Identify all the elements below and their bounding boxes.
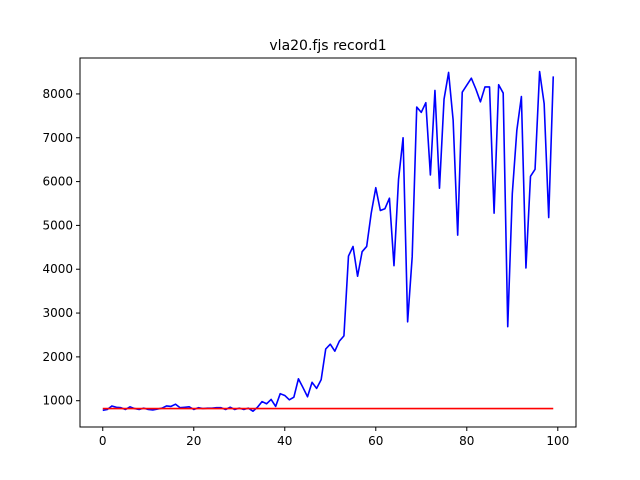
- y-tick-label: 3000: [42, 306, 73, 320]
- series-layer: [102, 70, 555, 413]
- y-tick-label: 2000: [42, 350, 73, 364]
- series-line-0: [102, 70, 555, 413]
- y-tick-label: 6000: [42, 175, 73, 189]
- x-tick-label: 0: [99, 434, 107, 448]
- x-tick-label: 100: [546, 434, 569, 448]
- y-axis: 1000 2000 3000 4000 5000 6000 7000 8000: [42, 87, 80, 408]
- x-tick-label: 60: [368, 434, 383, 448]
- y-tick-label: 4000: [42, 262, 73, 276]
- y-tick-label: 8000: [42, 87, 73, 101]
- x-tick-label: 80: [459, 434, 474, 448]
- y-tick-label: 7000: [42, 131, 73, 145]
- plot-frame: [79, 57, 577, 428]
- chart-title: vla20.fjs record1: [269, 38, 386, 54]
- x-axis: 0 20 40 60 80 100: [99, 427, 569, 448]
- x-tick-label: 20: [186, 434, 201, 448]
- y-tick-label: 5000: [42, 218, 73, 232]
- y-tick-label: 1000: [42, 394, 73, 408]
- x-tick-label: 40: [277, 434, 292, 448]
